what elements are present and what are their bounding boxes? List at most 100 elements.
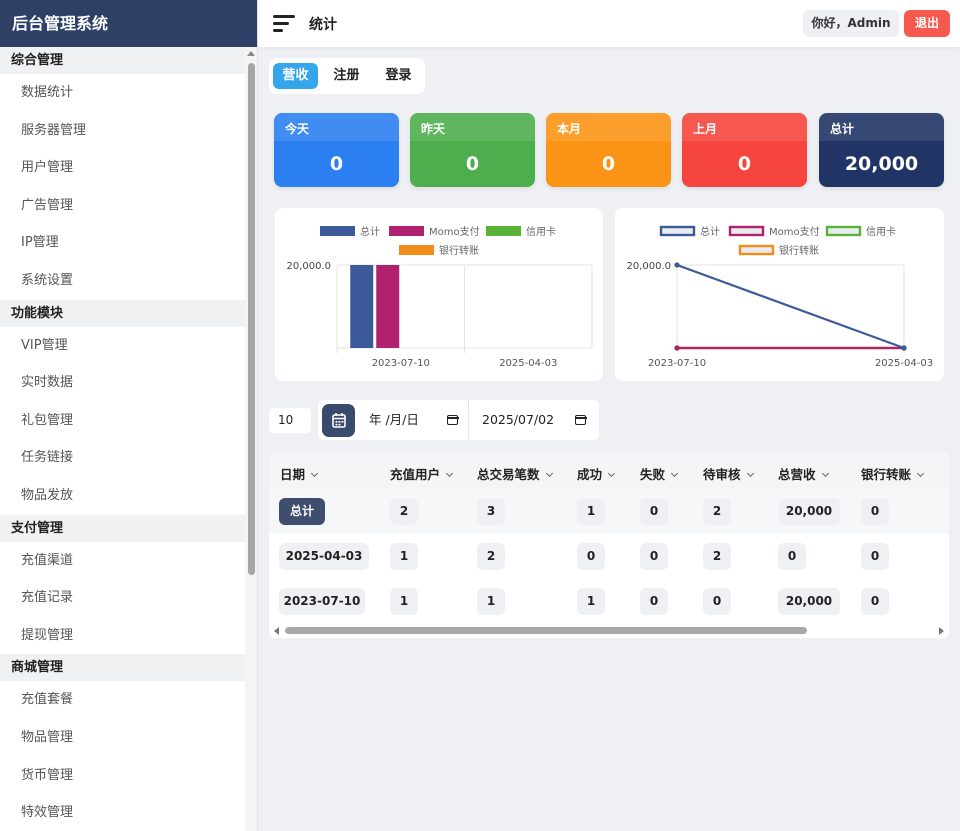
sidebar-item-system-settings[interactable]: 系统设置 (21, 272, 74, 288)
sidebar-item-task-links[interactable]: 任务链接 (21, 450, 74, 466)
column-header-success[interactable]: 成功 (577, 464, 616, 483)
date-range-filter: 年 /月/日 2025/07/02 (318, 400, 599, 440)
cell-success: 1 (577, 588, 605, 615)
page-size-select[interactable]: 10 (269, 408, 311, 433)
stat-card-label: 总计 (830, 122, 855, 136)
stat-card-label: 上月 (693, 122, 718, 136)
stat-card-value: 0 (329, 153, 344, 175)
legend-label: 银行转账 (439, 244, 479, 257)
chevron-down-icon (746, 469, 754, 478)
tab-login[interactable]: 登录 (385, 68, 412, 83)
bar (350, 265, 374, 348)
stat-card-yesterday: 昨天 0 (410, 113, 535, 187)
sidebar-item-vip-manage[interactable]: VIP管理 (21, 337, 68, 353)
table-horizontal-scrollbar[interactable] (269, 624, 949, 638)
column-header-bank-transfer[interactable]: 银行转账 (861, 464, 925, 483)
logout-button[interactable]: 退出 (904, 10, 950, 37)
start-date-picker-icon[interactable] (446, 415, 459, 425)
sidebar-item-withdraw-manage[interactable]: 提现管理 (21, 627, 74, 643)
sidebar-item-effects-manage[interactable]: 特效管理 (21, 805, 74, 821)
stats-table: 日期 充值用户 总交易笔数 成功 失败 待审核 总营收 银行转账 总计 2 3 … (269, 452, 949, 638)
hamburger-icon[interactable] (273, 15, 295, 32)
legend-label: Momo支付 (769, 225, 820, 238)
column-header-total-revenue[interactable]: 总营收 (778, 464, 829, 483)
stat-card-label: 昨天 (421, 122, 446, 136)
legend-swatch (389, 226, 424, 236)
legend-label: 银行转账 (779, 244, 819, 257)
column-header-label: 总营收 (778, 467, 816, 482)
stat-card-label: 本月 (557, 122, 582, 136)
sidebar-item-realtime-data[interactable]: 实时数据 (21, 375, 74, 391)
user-greeting: 你好，Admin (803, 10, 899, 37)
sidebar-item-ad-manage[interactable]: 广告管理 (21, 197, 74, 213)
cell-recharge-users: 1 (390, 588, 418, 615)
cell-date: 2023-07-10 (279, 588, 365, 615)
chevron-down-icon (607, 469, 616, 478)
scrollbar-thumb[interactable] (285, 627, 807, 634)
top-header: 统计 你好，Admin 退出 (258, 0, 960, 47)
cell-total-transactions: 1 (477, 588, 505, 615)
legend-label: 信用卡 (866, 225, 896, 238)
cell-recharge-users: 1 (390, 543, 418, 570)
scrollbar-thumb[interactable] (248, 63, 255, 575)
column-header-label: 待审核 (703, 467, 741, 482)
column-header-recharge-users[interactable]: 充值用户 (390, 464, 454, 483)
column-header-pending[interactable]: 待审核 (703, 464, 754, 483)
sidebar-item-user-manage[interactable]: 用户管理 (21, 160, 74, 176)
x-tick-label: 2025-04-03 (499, 358, 557, 369)
calendar-button[interactable] (322, 404, 355, 437)
legend-label: 总计 (360, 225, 380, 238)
nav-group-title: 商城管理 (0, 654, 245, 682)
data-point (674, 262, 680, 268)
column-header-total-transactions[interactable]: 总交易笔数 (477, 464, 553, 483)
stat-card-value: 0 (737, 153, 752, 175)
column-header-label: 日期 (280, 467, 306, 482)
sidebar-item-item-dispatch[interactable]: 物品发放 (21, 487, 74, 503)
table-row: 2025-04-03 1 2 0 0 2 0 0 (269, 534, 949, 579)
scroll-up-arrow-icon[interactable] (247, 51, 255, 56)
end-date-input[interactable]: 2025/07/02 (482, 412, 555, 427)
sidebar-item-recharge-packages[interactable]: 充值套餐 (21, 692, 74, 708)
stats-tabs: 营收 注册 登录 (269, 58, 425, 94)
chevron-down-icon (821, 469, 829, 478)
scroll-left-arrow-icon[interactable] (274, 627, 279, 635)
column-header-date[interactable]: 日期 (280, 464, 319, 483)
nav-group-title: 支付管理 (0, 514, 245, 542)
chevron-down-icon (545, 469, 553, 478)
sidebar-item-recharge-records[interactable]: 充值记录 (21, 590, 74, 606)
column-header-label: 失败 (640, 467, 666, 482)
sidebar-item-goods-manage[interactable]: 物品管理 (21, 729, 74, 745)
sidebar-item-data-stats[interactable]: 数据统计 (21, 85, 74, 100)
cell-total-revenue: 20,000 (778, 498, 840, 525)
column-header-label: 成功 (577, 467, 603, 482)
legend-swatch (659, 225, 696, 237)
tab-revenue[interactable]: 营收 (273, 63, 318, 89)
cell-failed: 0 (640, 498, 668, 525)
sidebar-item-currency-manage[interactable]: 货币管理 (21, 767, 74, 783)
y-tick-label: 20,000.0 (286, 261, 331, 272)
tab-register[interactable]: 注册 (333, 68, 360, 83)
x-tick-label: 2023-07-10 (372, 358, 430, 369)
scroll-right-arrow-icon[interactable] (939, 627, 944, 635)
sidebar-item-recharge-channels[interactable]: 充值渠道 (21, 552, 74, 568)
cell-pending: 2 (703, 498, 731, 525)
table-row-total: 总计 2 3 1 0 2 20,000 0 (269, 489, 949, 534)
data-point (674, 345, 680, 351)
data-point (901, 345, 907, 351)
sidebar-item-ip-manage[interactable]: IP管理 (21, 235, 59, 251)
sidebar-item-server-manage[interactable]: 服务器管理 (21, 122, 87, 138)
brand-title: 后台管理系统 (0, 0, 257, 47)
bar (376, 265, 400, 348)
chevron-down-icon (670, 469, 679, 478)
column-header-label: 银行转账 (861, 467, 912, 482)
sidebar-scrollbar[interactable] (245, 47, 257, 831)
cell-pending: 0 (703, 588, 731, 615)
chevron-down-icon (916, 469, 925, 478)
column-header-failed[interactable]: 失败 (640, 464, 679, 483)
start-date-input[interactable]: 年 /月/日 (369, 412, 419, 427)
table-header: 日期 充值用户 总交易笔数 成功 失败 待审核 总营收 银行转账 (269, 452, 949, 490)
end-date-picker-icon[interactable] (574, 415, 587, 425)
sidebar: 后台管理系统 综合管理 数据统计 服务器管理 用户管理 广告管理 IP管理 系统… (0, 0, 258, 831)
sidebar-item-gift-manage[interactable]: 礼包管理 (21, 412, 74, 428)
